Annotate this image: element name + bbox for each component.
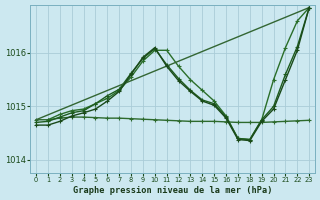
X-axis label: Graphe pression niveau de la mer (hPa): Graphe pression niveau de la mer (hPa) [73,186,272,195]
